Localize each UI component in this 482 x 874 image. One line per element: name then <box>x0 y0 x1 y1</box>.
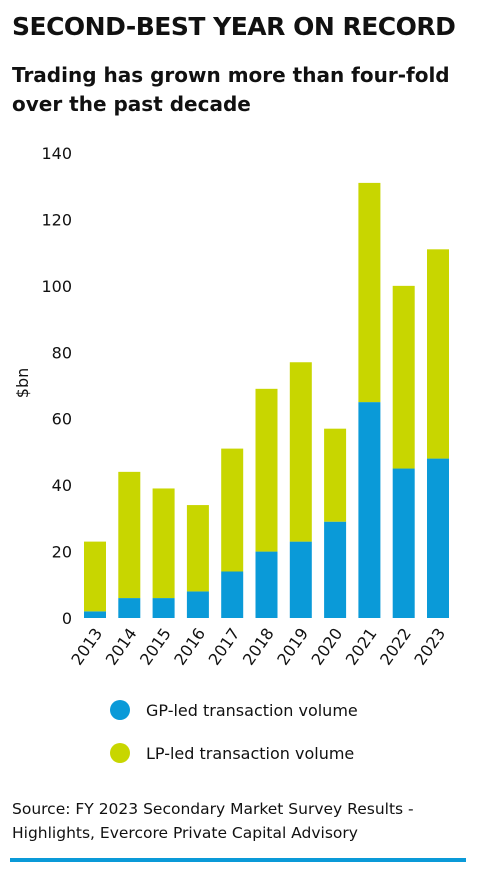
bar-gp-2019 <box>289 541 312 618</box>
bar-gp-2018 <box>255 551 278 618</box>
y-axis-label: $bn <box>13 368 32 398</box>
bar-lp-2020 <box>324 428 347 522</box>
x-tick-label: 2013 <box>67 624 106 668</box>
legend-item-gp: GP-led transaction volume <box>110 700 358 720</box>
bar-lp-2013 <box>84 541 106 612</box>
x-tick-label: 2020 <box>307 624 346 668</box>
y-tick-label: 80 <box>52 343 72 362</box>
bar-gp-2023 <box>427 458 449 618</box>
x-tick-label: 2015 <box>136 624 175 668</box>
bar-gp-2015 <box>152 598 175 618</box>
legend-label-lp: LP-led transaction volume <box>146 743 355 763</box>
x-tick-label: 2023 <box>410 624 449 668</box>
chart-subtitle: Trading has grown more than four-fold ov… <box>12 63 450 116</box>
bar-gp-2014 <box>118 598 141 618</box>
bar-lp-2022 <box>392 285 415 469</box>
x-tick-label: 2018 <box>239 624 278 668</box>
bar-lp-2021 <box>358 182 381 403</box>
bar-gp-2022 <box>392 468 415 618</box>
bar-gp-2016 <box>186 591 209 618</box>
chart-title: SECOND-BEST YEAR ON RECORD <box>12 12 456 41</box>
x-axis-ticks: 2013201420152016201720182019202020212022… <box>67 624 449 668</box>
x-tick-label: 2021 <box>342 624 381 668</box>
bar-gp-2017 <box>221 571 244 618</box>
bar-gp-2021 <box>358 402 381 618</box>
legend-swatch-lp <box>110 743 130 763</box>
x-tick-label: 2022 <box>376 624 415 668</box>
bar-gp-2013 <box>84 611 106 618</box>
y-tick-label: 120 <box>41 210 72 229</box>
x-tick-label: 2017 <box>205 624 244 668</box>
x-tick-label: 2014 <box>102 624 141 668</box>
bar-lp-2017 <box>221 448 244 572</box>
source-note: Source: FY 2023 Secondary Market Survey … <box>12 800 414 842</box>
bar-lp-2015 <box>152 488 175 599</box>
bar-lp-2014 <box>118 471 141 599</box>
legend-swatch-gp <box>110 700 130 720</box>
y-tick-label: 60 <box>52 410 72 429</box>
x-tick-label: 2016 <box>170 624 209 668</box>
bars-group <box>84 182 449 618</box>
bar-lp-2018 <box>255 388 278 552</box>
bar-lp-2023 <box>427 249 449 459</box>
bottom-rule <box>10 858 466 862</box>
y-tick-label: 100 <box>41 277 72 296</box>
y-tick-label: 140 <box>41 144 72 163</box>
y-tick-label: 0 <box>62 609 72 628</box>
bar-lp-2019 <box>289 362 312 542</box>
y-tick-label: 20 <box>52 543 72 562</box>
y-tick-label: 40 <box>52 476 72 495</box>
y-axis-ticks: 0 20 40 60 80 100 120 140 <box>41 144 72 628</box>
legend-label-gp: GP-led transaction volume <box>146 700 358 720</box>
bar-lp-2016 <box>186 505 209 592</box>
legend-item-lp: LP-led transaction volume <box>110 743 354 763</box>
bar-gp-2020 <box>324 521 347 618</box>
x-tick-label: 2019 <box>273 624 312 668</box>
